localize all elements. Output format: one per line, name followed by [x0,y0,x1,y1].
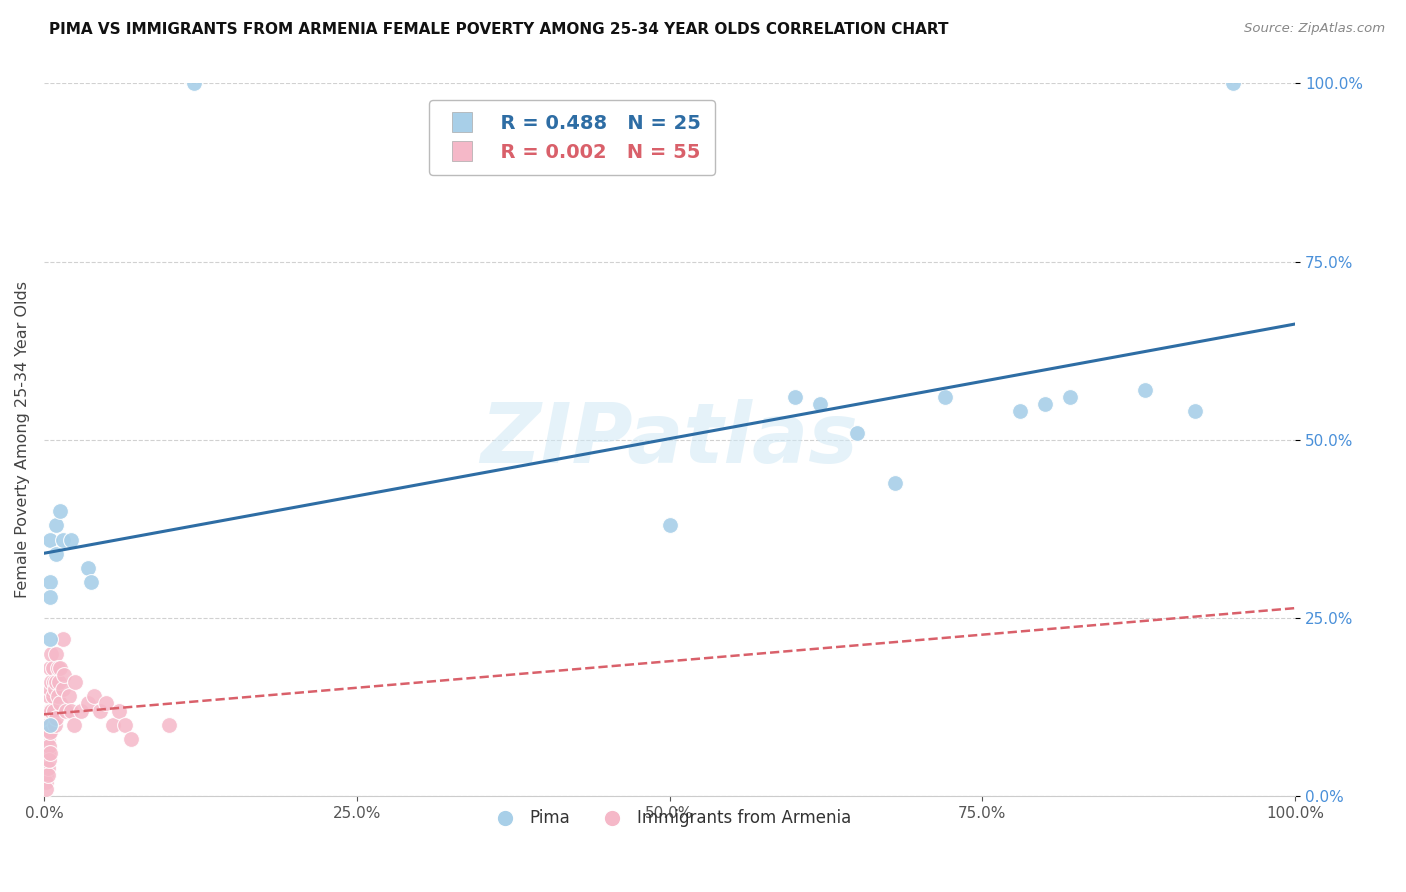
Point [39,575,62,590]
Point [783,390,806,404]
Point [934,390,956,404]
Point [52,533,75,547]
Point [37,761,59,775]
Point [83,690,105,704]
Point [1222,77,1244,91]
Point [1033,397,1056,411]
Point [52,632,75,647]
Point [183,77,205,91]
Point [35,747,58,761]
Point [37,718,59,732]
Point [55,704,77,718]
Point [39,718,62,732]
Point [37,732,59,747]
Point [76,697,98,711]
Point [39,590,62,604]
Point [1008,404,1031,418]
Point [48,675,70,690]
Text: PIMA VS IMMIGRANTS FROM ARMENIA FEMALE POVERTY AMONG 25-34 YEAR OLDS CORRELATION: PIMA VS IMMIGRANTS FROM ARMENIA FEMALE P… [49,22,949,37]
Point [108,704,131,718]
Text: ZIPatlas: ZIPatlas [481,400,859,480]
Point [39,533,62,547]
Point [96,697,118,711]
Text: Source: ZipAtlas.com: Source: ZipAtlas.com [1244,22,1385,36]
Legend: Pima, Immigrants from Armenia: Pima, Immigrants from Armenia [481,803,858,834]
Point [89,704,111,718]
Point [1059,390,1081,404]
Point [46,690,69,704]
Point [52,668,75,682]
Point [39,632,62,647]
Point [121,732,143,747]
Point [38,704,60,718]
Point [808,397,831,411]
Point [41,704,63,718]
Point [35,761,58,775]
Point [37,747,59,761]
Point [49,504,72,518]
Point [38,739,60,754]
Point [42,675,65,690]
Point [157,718,180,732]
Point [41,661,63,675]
Point [39,747,62,761]
Point [49,661,72,675]
Point [60,533,83,547]
Point [37,768,59,782]
Point [35,774,58,789]
Point [1133,383,1156,397]
Point [70,704,93,718]
Point [41,690,63,704]
Point [52,682,75,697]
Point [658,518,681,533]
Point [38,754,60,768]
Point [39,682,62,697]
Point [45,518,67,533]
Point [63,718,86,732]
Point [45,647,67,661]
Point [38,690,60,704]
Point [846,425,869,440]
Point [76,561,98,575]
Point [42,704,65,718]
Point [35,781,58,796]
Point [114,718,136,732]
Point [46,661,69,675]
Point [63,675,86,690]
Point [80,575,103,590]
Point [35,768,58,782]
Y-axis label: Female Poverty Among 25-34 Year Olds: Female Poverty Among 25-34 Year Olds [15,281,30,599]
Point [44,718,66,732]
Point [41,675,63,690]
Point [60,704,83,718]
Point [39,725,62,739]
Point [41,647,63,661]
Point [101,718,124,732]
Point [49,697,72,711]
Point [44,682,66,697]
Point [38,725,60,739]
Point [45,547,67,561]
Point [1184,404,1206,418]
Point [45,711,67,725]
Point [45,675,67,690]
Point [58,690,80,704]
Point [39,704,62,718]
Point [883,475,905,490]
Point [39,661,62,675]
